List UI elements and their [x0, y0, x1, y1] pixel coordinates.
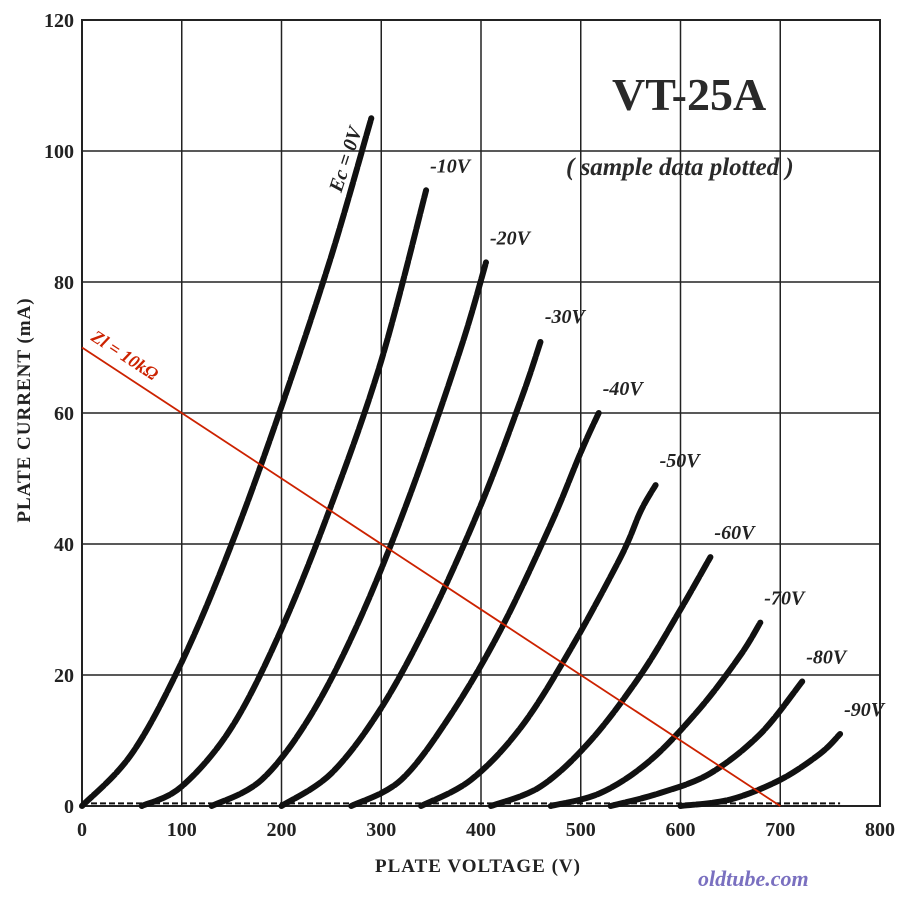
x-tick-label: 700: [765, 819, 795, 841]
curve-label-40v: -40V: [603, 378, 645, 400]
x-tick-label: 400: [466, 819, 496, 841]
x-axis-label: PLATE VOLTAGE (V): [375, 856, 581, 877]
curve-20v: [208, 259, 489, 809]
y-tick-label: 100: [44, 141, 74, 163]
curve-label-50v: -50V: [660, 450, 702, 472]
grid: [81, 19, 881, 807]
curve-30v: [278, 337, 544, 809]
axis-ticks: 0 100 200 300 400 500 600 700 800 0 20 40 60 80 100 120: [44, 10, 895, 841]
y-tick-label: 120: [44, 10, 74, 32]
curve-label-10v: -10V: [430, 155, 472, 177]
watermark: oldtube.com: [698, 866, 809, 891]
load-line: [81, 346, 781, 807]
curve-label-70v: -70V: [764, 588, 806, 610]
curve-40v: [348, 410, 602, 809]
curve-label-90v: -90V: [844, 699, 886, 721]
x-tick-label: 500: [566, 819, 596, 841]
curve-60v: [488, 554, 714, 809]
plate-curves: Ec = 0V -10V-20V-30V-40V-50V-60V-70V-80V-…: [79, 115, 886, 809]
curve-70v: [547, 619, 764, 809]
y-tick-label: 60: [54, 403, 74, 425]
curve-90v: [677, 731, 844, 809]
curve-label-20v: -20V: [490, 227, 532, 249]
x-tick-label: 600: [666, 819, 696, 841]
curve-50v: [418, 482, 659, 809]
x-tick-label: 800: [865, 819, 895, 841]
curve-label-60v: -60V: [714, 522, 756, 544]
curve-label-80v: -80V: [806, 647, 848, 669]
y-tick-label: 80: [54, 272, 74, 294]
x-tick-label: 200: [267, 819, 297, 841]
chart-subtitle: ( sample data plotted ): [566, 154, 794, 181]
curve-label-30v: -30V: [545, 306, 587, 328]
x-tick-label: 100: [167, 819, 197, 841]
curve-80v: [607, 678, 806, 809]
y-tick-label: 40: [54, 534, 74, 556]
curve-ec-0v: [79, 115, 375, 809]
y-tick-label: 20: [54, 665, 74, 687]
x-tick-label: 300: [366, 819, 396, 841]
curve-10v: [138, 187, 430, 809]
x-tick-label: 0: [77, 819, 87, 841]
y-tick-label: 0: [64, 796, 74, 818]
y-axis-label: PLATE CURRENT (mA): [14, 297, 35, 522]
chart-title: VT-25A: [612, 69, 766, 120]
